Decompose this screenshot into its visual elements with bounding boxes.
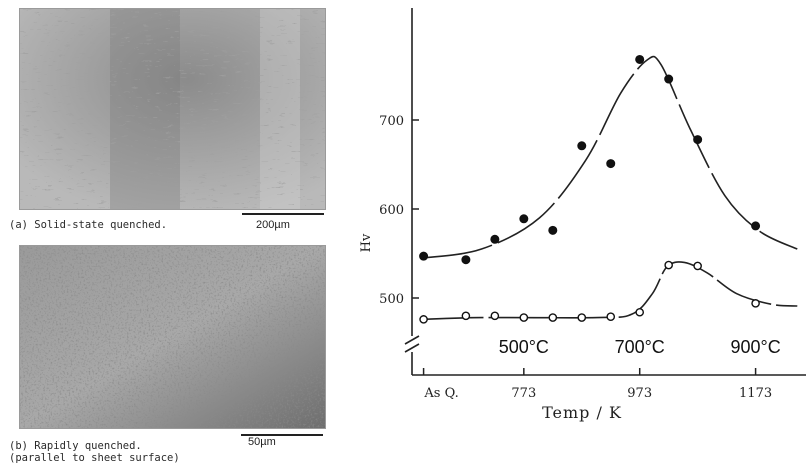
- hardness-vs-temperature-chart: 500 600 700 As Q. 773 973 1173 Hv Temp / K 50…: [359, 8, 806, 422]
- series-0-point-4: [548, 225, 558, 235]
- micrograph-b-caption-line2: (parallel to sheet surface): [9, 452, 180, 464]
- series-0-point-5: [577, 141, 587, 151]
- chart-axes: [404, 8, 806, 376]
- micrograph-rapidly-quenched: [19, 245, 326, 429]
- y-axis-break-marks: [404, 335, 420, 353]
- celsius-label-0: 500°C: [499, 337, 549, 357]
- series-1-point-1: [461, 311, 471, 321]
- y-tick-label-700: 700: [379, 114, 404, 129]
- x-tick-label-3: 1173: [739, 386, 772, 401]
- celsius-label-1: 700°C: [615, 337, 665, 357]
- micrograph-b-scale-bar: [241, 434, 323, 436]
- x-axis-label: Temp / K: [542, 403, 622, 422]
- series-0-point-0: [419, 251, 429, 261]
- series-1-point-10: [751, 299, 760, 308]
- series-1-point-8: [664, 260, 673, 270]
- series-1-point-0: [419, 315, 428, 324]
- y-tick-label-500: 500: [379, 292, 404, 307]
- series-0-point-8: [664, 74, 674, 84]
- series-1-point-9: [693, 261, 702, 271]
- series-0-point-6: [606, 159, 616, 169]
- y-axis-label: Hv: [359, 233, 374, 252]
- celsius-label-2: 900°C: [730, 337, 780, 357]
- micrograph-b-image: [20, 246, 325, 428]
- micrograph-a-caption: (a) Solid-state quenched.: [9, 219, 168, 231]
- series-1-point-5: [577, 313, 587, 322]
- x-tick-label-0: As Q.: [423, 386, 458, 401]
- series-1-point-7: [635, 307, 645, 317]
- micrograph-b-caption: (b) Rapidly quenched.: [9, 440, 142, 452]
- x-tick-label-2: 973: [627, 386, 652, 401]
- series-1-point-3: [519, 313, 529, 322]
- series-0-point-9: [693, 135, 703, 145]
- x-tick-label-1: 773: [511, 386, 536, 401]
- micrograph-a-image: [20, 9, 325, 209]
- micrograph-a-scale-label: 200µm: [256, 219, 290, 231]
- micrograph-b-scale-label: 50µm: [248, 436, 276, 448]
- series-1-point-2: [490, 311, 500, 321]
- celsius-labels: 500°C 700°C 900°C: [499, 337, 781, 357]
- series-0-curve: [423, 55, 798, 259]
- series-1-point-6: [606, 312, 616, 321]
- series-0-point-1: [461, 255, 471, 265]
- series-1-curve: [423, 261, 798, 321]
- micrograph-solid-state-quenched: [19, 8, 326, 210]
- series-1-point-4: [548, 313, 558, 322]
- series-0-point-10: [751, 221, 761, 231]
- series-0-point-3: [519, 214, 529, 224]
- series-0-point-2: [490, 234, 500, 244]
- y-tick-label-600: 600: [379, 203, 404, 218]
- chart-series: [419, 54, 798, 324]
- y-axis-ticks: 500 600 700: [379, 114, 419, 307]
- x-axis-ticks: As Q. 773 973 1173: [422, 368, 772, 401]
- micrograph-a-scale-bar: [242, 213, 324, 215]
- series-0-point-7: [635, 54, 645, 64]
